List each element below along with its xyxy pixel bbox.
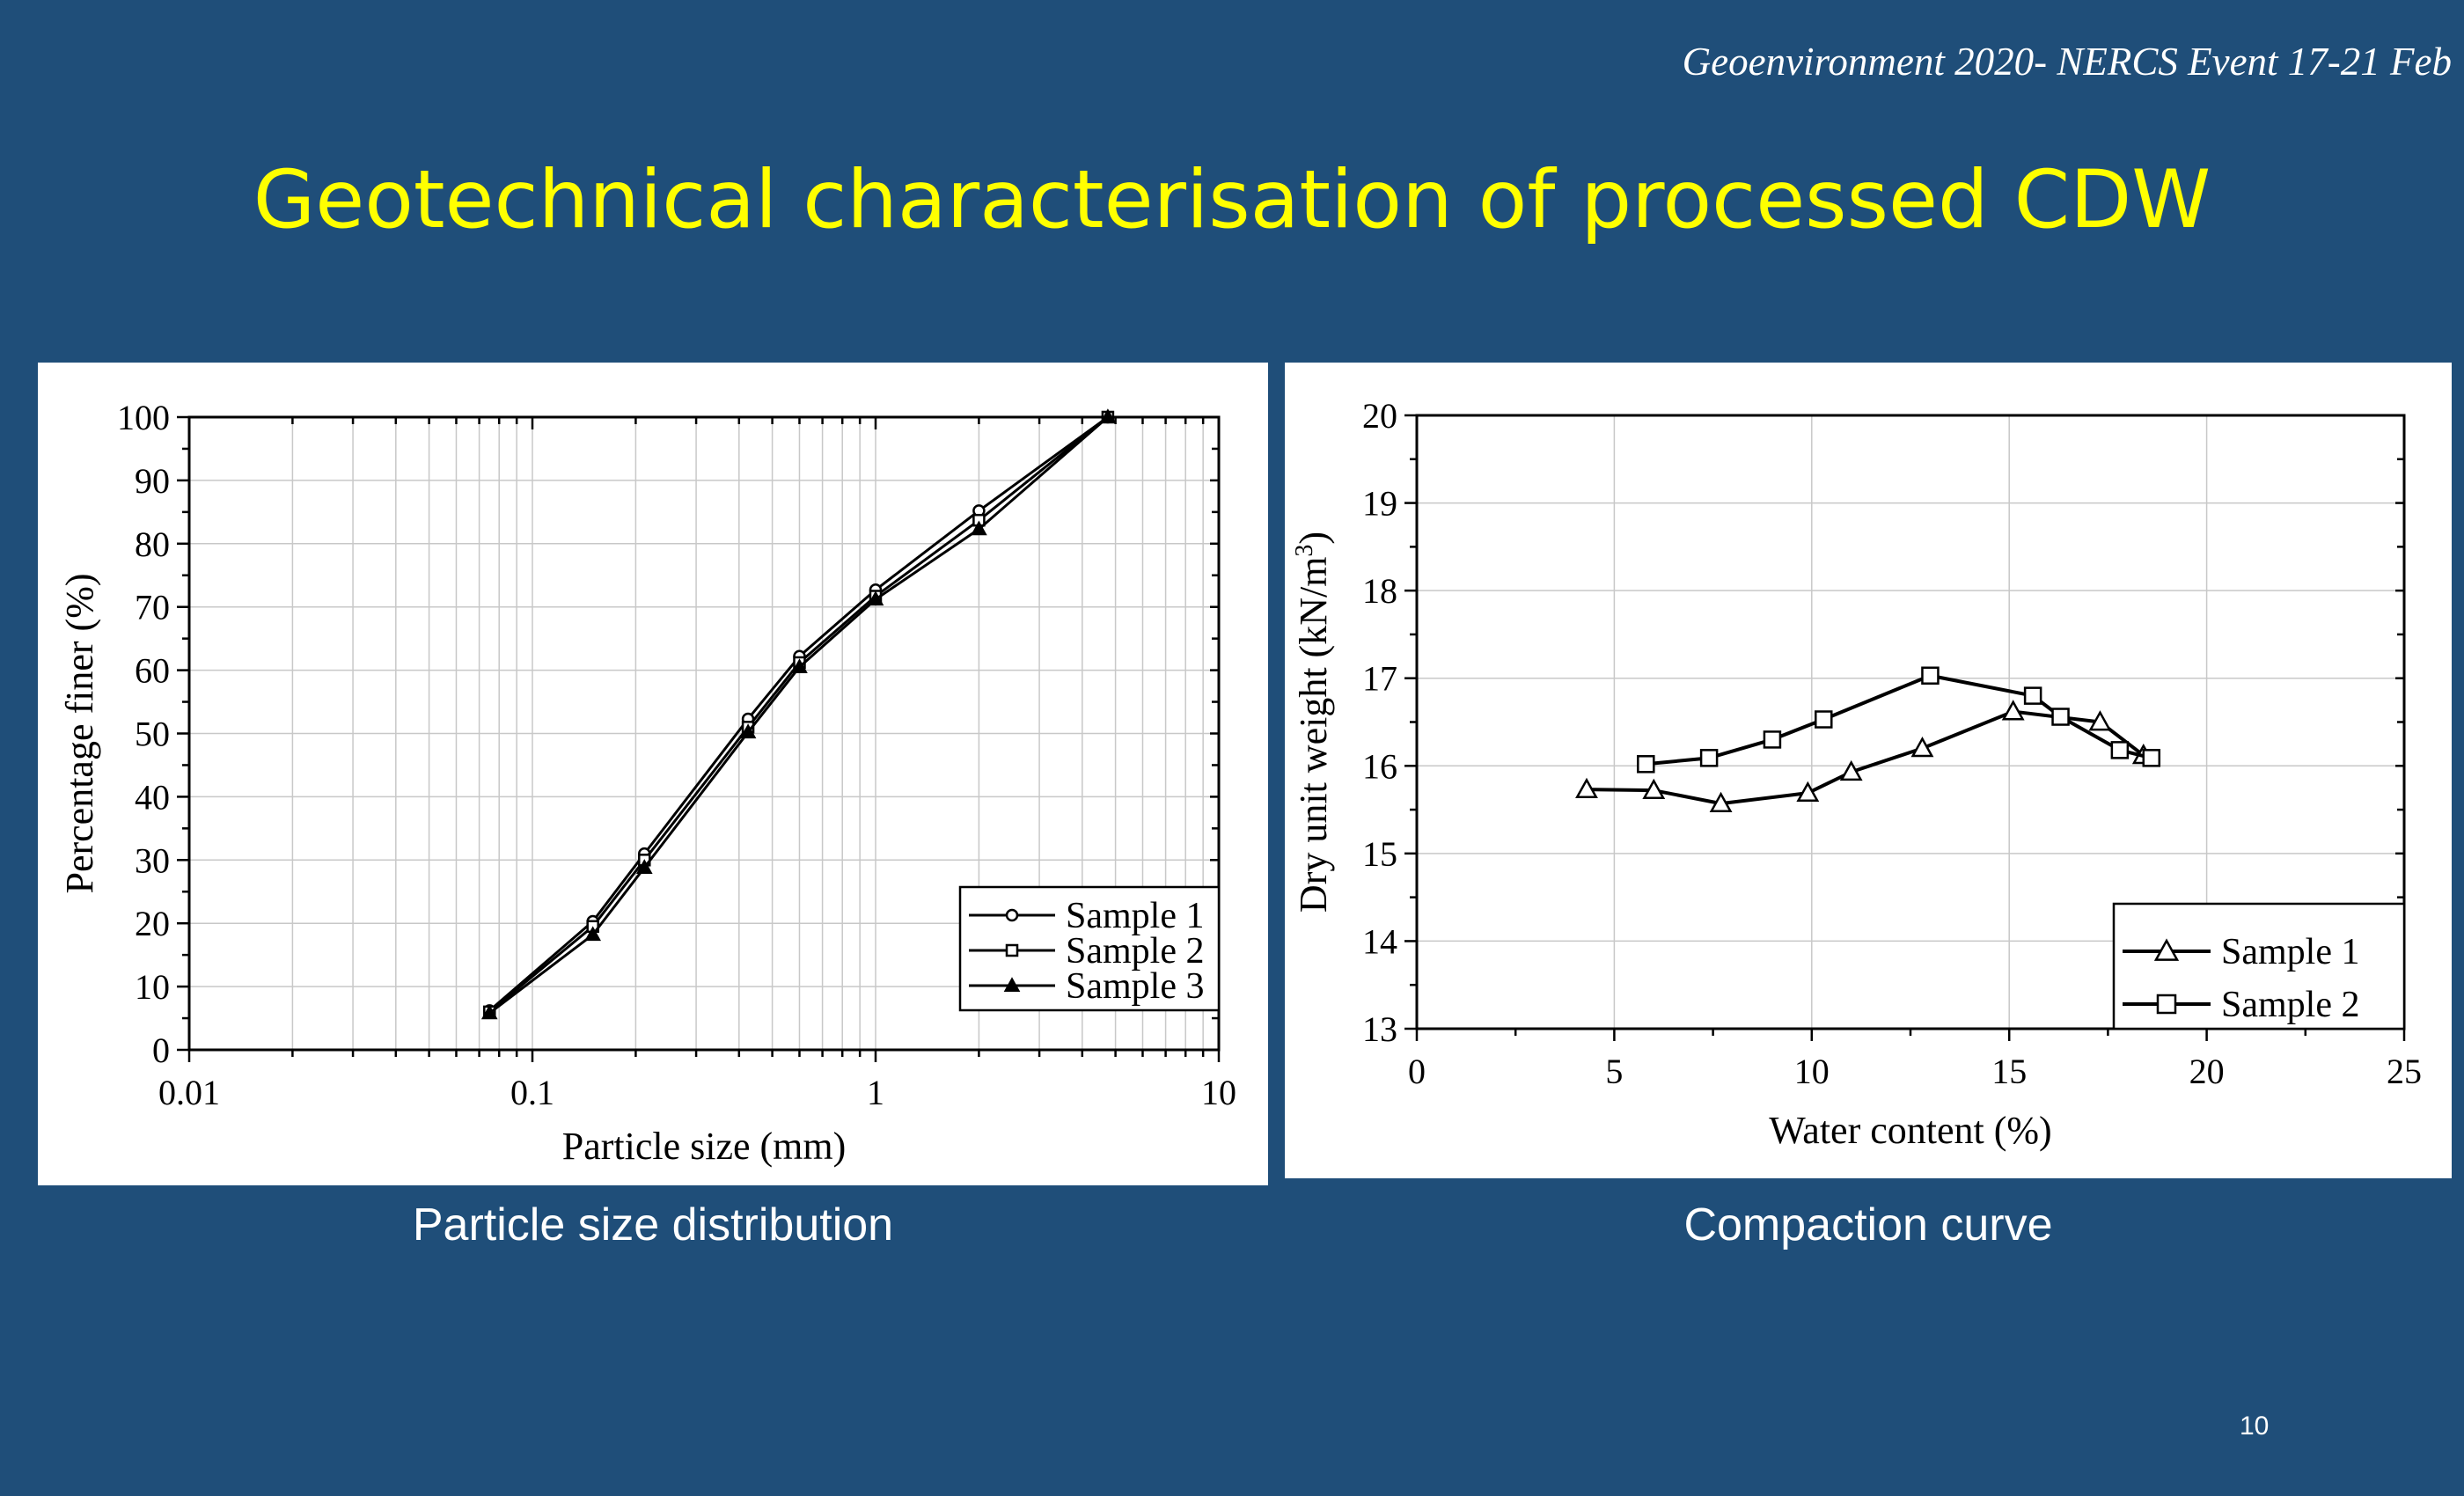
- y-tick-label: 50: [135, 715, 170, 754]
- data-point: [2001, 700, 2025, 721]
- caption-compaction: Compaction curve: [1683, 1199, 2053, 1250]
- legend-label: Sample 2: [1066, 931, 1204, 972]
- data-point: [1575, 777, 1598, 799]
- x-axis-label: Particle size (mm): [562, 1125, 847, 1168]
- data-point: [1763, 730, 1782, 749]
- data-point: [1642, 778, 1666, 800]
- y-tick-label: 30: [135, 840, 170, 880]
- series-line: [488, 415, 1109, 1012]
- data-point: [2110, 741, 2130, 759]
- y-tick-label: 90: [135, 461, 170, 501]
- series-line: [488, 415, 1109, 1015]
- data-point: [971, 520, 987, 536]
- y-tick-label: 70: [135, 588, 170, 627]
- y-tick-label: 20: [1362, 396, 1397, 436]
- legend-label: Sample 3: [1066, 966, 1204, 1007]
- series-2: [1637, 666, 2161, 774]
- event-header: Geoenvironment 2020- NERCS Event 17-21 F…: [1682, 40, 2452, 84]
- y-tick-label: 16: [1362, 746, 1397, 786]
- y-tick-label: 18: [1362, 571, 1397, 611]
- y-tick-label: 19: [1362, 484, 1397, 524]
- axis-ticks: [1404, 414, 2406, 1041]
- data-point: [1921, 666, 1940, 685]
- legend-entry: Sample 3: [969, 966, 1204, 1007]
- legend-entry: Sample 2: [969, 931, 1204, 972]
- y-tick-label: 40: [135, 777, 170, 817]
- x-tick-label: 0: [1408, 1052, 1426, 1091]
- data-point: [739, 723, 757, 739]
- y-tick-label: 14: [1362, 921, 1397, 961]
- y-axis-label: Percentage finer (%): [58, 573, 101, 893]
- data-point: [2088, 710, 2112, 731]
- legend-box: [958, 885, 1221, 1012]
- data-point: [867, 590, 884, 606]
- legend-marker: [1003, 977, 1021, 993]
- y-tick-label: 80: [135, 524, 170, 564]
- x-tick-label: 5: [1605, 1052, 1623, 1091]
- particle-size-chart-panel: 0.01 0.1 1 10 0 10 20 30 40 50 60 70 80 90 100 Particle…: [38, 363, 1268, 1185]
- x-tick-label: 25: [2387, 1052, 2422, 1091]
- x-tick-label: 0.1: [510, 1073, 554, 1112]
- data-point: [1796, 781, 1820, 803]
- x-axis-label: Water content (%): [1769, 1109, 2051, 1152]
- data-point: [2051, 708, 2070, 726]
- series-line: [488, 415, 1109, 1014]
- y-tick-label: 10: [135, 967, 170, 1007]
- data-point: [1709, 791, 1733, 812]
- tick-labels: 0 5 10 15 20 25 13 14 15 16 17 18 19 20: [1362, 396, 2422, 1091]
- x-tick-label: 15: [1991, 1052, 2027, 1091]
- data-point: [1099, 408, 1117, 424]
- x-tick-label: 10: [1201, 1073, 1236, 1112]
- slide-title: Geotechnical characterisation of process…: [253, 154, 2211, 246]
- y-axis-label-superscript: 3: [1291, 545, 1318, 557]
- x-tick-label: 1: [867, 1073, 884, 1112]
- legend: Sample 1 Sample 2: [2112, 902, 2406, 1030]
- data-point: [1839, 759, 1863, 781]
- data-point: [2142, 749, 2161, 767]
- y-axis-label-text: Dry unit weight (kN/m: [1292, 557, 1335, 913]
- legend-label: Sample 1: [2221, 932, 2359, 972]
- y-axis-label-text: Percentage finer (%): [58, 573, 101, 893]
- legend-label: Sample 1: [1066, 896, 1204, 936]
- y-tick-label: 60: [135, 651, 170, 691]
- y-tick-label: 100: [117, 398, 170, 437]
- x-tick-label: 10: [1794, 1052, 1830, 1091]
- data-point: [480, 1004, 498, 1020]
- x-tick-label: 0.01: [158, 1073, 220, 1112]
- y-tick-label: 17: [1362, 659, 1397, 699]
- compaction-chart-panel: 0 5 10 15 20 25 13 14 15 16 17 18 19 20 Water content …: [1285, 363, 2452, 1178]
- y-tick-label: 13: [1362, 1009, 1397, 1049]
- legend-entry: Sample 1: [2123, 932, 2359, 972]
- y-axis-label: Dry unit weight (kN/m3): [1291, 532, 1335, 913]
- page-number: 10: [2240, 1412, 2270, 1441]
- legend-marker: [1005, 943, 1019, 957]
- series-3: [480, 408, 1117, 1020]
- particle-size-chart: 0.01 0.1 1 100102030405060708090100Particle…: [58, 398, 1236, 1168]
- data-point: [635, 859, 653, 874]
- data-point: [584, 926, 602, 942]
- legend-label: Sample 2: [2221, 985, 2359, 1025]
- y-tick-label: 20: [135, 904, 170, 943]
- data-point: [1699, 749, 1719, 767]
- axis-ticks: [177, 415, 1221, 1062]
- legend-marker: [2153, 938, 2180, 961]
- y-tick-label: 15: [1362, 834, 1397, 874]
- x-tick-label: 20: [2189, 1052, 2225, 1091]
- compaction-chart: 0 5 10 15 20 25 13 14 15 16 17 18 19 20 Water content …: [1291, 396, 2422, 1152]
- y-tick-label: 0: [152, 1030, 170, 1070]
- data-point: [791, 658, 808, 674]
- legend-marker: [2156, 994, 2177, 1015]
- data-point: [1910, 736, 1934, 758]
- data-point: [2023, 686, 2042, 705]
- caption-particle-size: Particle size distribution: [412, 1199, 894, 1250]
- data-point: [1637, 755, 1655, 774]
- legend-marker: [1005, 908, 1019, 922]
- y-axis-label-suffix: ): [1292, 532, 1335, 545]
- legend-entry: Sample 2: [2123, 985, 2359, 1025]
- legend-entry: Sample 1: [969, 896, 1204, 936]
- data-point: [1815, 710, 1833, 729]
